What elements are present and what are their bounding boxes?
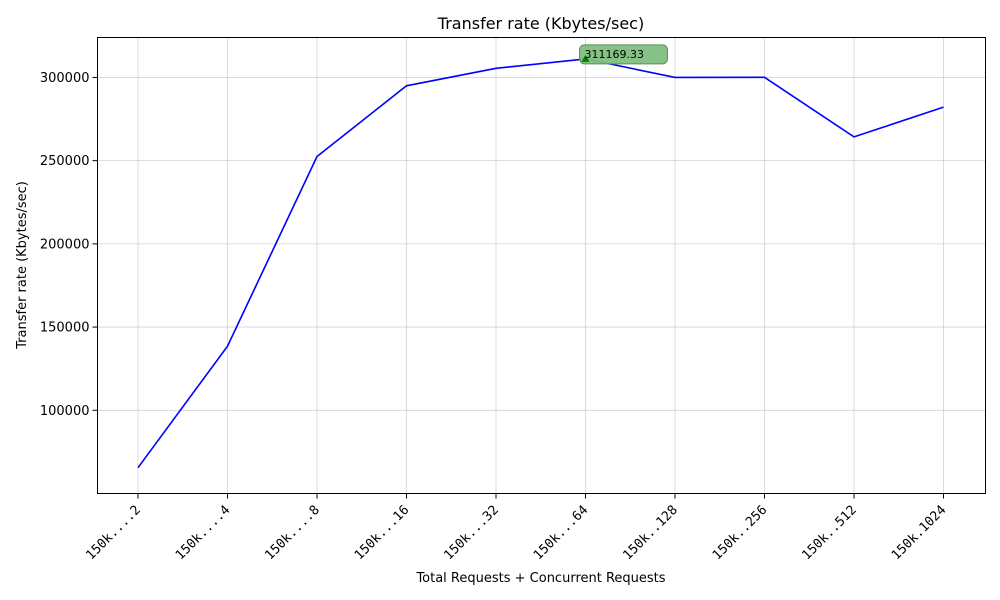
x-tick-label: 150k..512 (799, 503, 859, 563)
x-tick-label: 150k...32 (441, 503, 501, 563)
y-axis-ticks: 100000 150000 200000 250000 300000 (40, 71, 98, 419)
grid (97, 37, 986, 494)
y-tick-label: 100000 (40, 404, 90, 419)
series-layer (137, 58, 944, 469)
annotation-layer: 311169.33 (579, 44, 668, 65)
x-axis-ticks: 150k....2 150k....4 150k....8 150k...16 150k… (83, 493, 950, 564)
x-tick-label: 150k....8 (262, 503, 322, 563)
y-tick-label: 200000 (40, 237, 90, 252)
max-point-marker (581, 54, 590, 62)
y-tick-label: 250000 (40, 154, 90, 169)
annotation-box (579, 44, 668, 65)
x-tick-label: 150k..128 (620, 503, 680, 563)
x-tick-label: 150k..256 (710, 503, 770, 563)
y-axis-label: Transfer rate (Kbytes/sec) (15, 181, 30, 350)
x-axis-label: Total Requests + Concurrent Requests (415, 571, 665, 586)
chart-title: Transfer rate (Kbytes/sec) (437, 14, 644, 33)
x-tick-label: 150k.1024 (889, 503, 950, 564)
annotation-label: 311169.33 (585, 48, 645, 61)
y-tick-label: 150000 (40, 321, 90, 336)
y-tick-label: 300000 (40, 71, 90, 86)
series-line (137, 58, 944, 469)
x-tick-label: 150k....4 (173, 503, 234, 564)
x-tick-label: 150k...64 (531, 503, 592, 564)
plot-frame (97, 37, 986, 494)
x-tick-label: 150k....2 (83, 503, 143, 563)
x-tick-label: 150k...16 (352, 503, 412, 563)
